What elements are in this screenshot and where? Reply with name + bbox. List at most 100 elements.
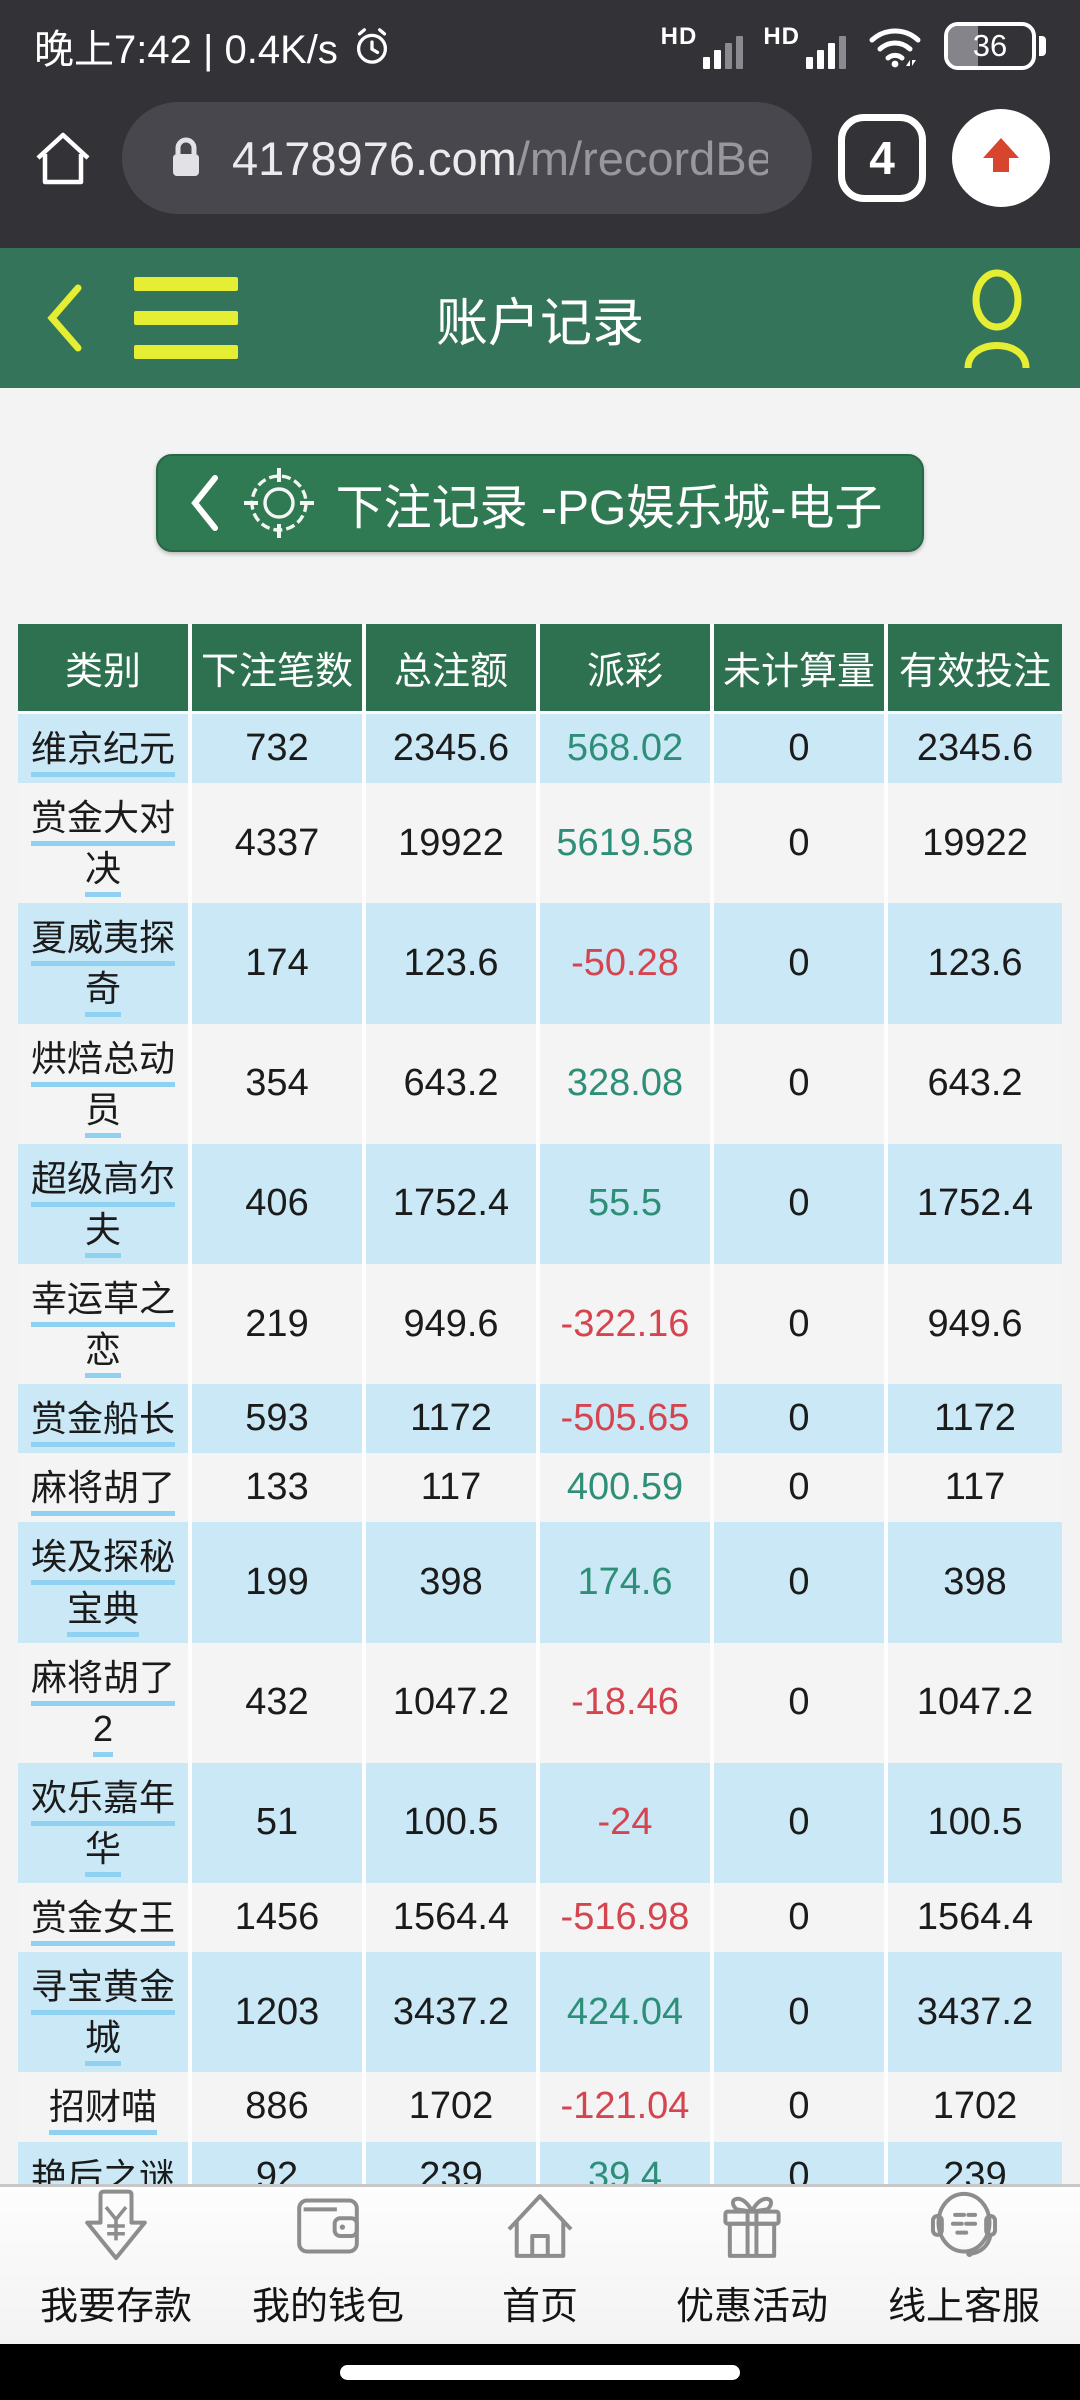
bet-count-cell: 406 (192, 1143, 366, 1264)
table-row: 赏金女王 1456 1564.4 -516.98 0 1564.4 (18, 1883, 1062, 1953)
table-row: 埃及探秘宝典 199 398 174.6 0 398 (18, 1522, 1062, 1643)
total-bet-cell: 19922 (366, 783, 540, 904)
menu-icon[interactable] (134, 277, 238, 359)
uncalculated-cell: 0 (714, 1522, 888, 1643)
home-indicator[interactable] (340, 2364, 740, 2380)
payout-cell: 174.6 (540, 1522, 714, 1643)
battery-icon: 36 (944, 22, 1046, 70)
uncalculated-cell: 0 (714, 1952, 888, 2073)
bet-count-cell: 219 (192, 1263, 366, 1385)
category-link[interactable]: 赏金女王 (18, 1883, 192, 1953)
header-valid-bet: 有效投注 (888, 624, 1062, 714)
uncalculated-cell: 0 (714, 1453, 888, 1523)
table-row: 招财喵 886 1702 -121.04 0 1702 (18, 2072, 1062, 2142)
bet-count-cell: 593 (192, 1384, 366, 1454)
valid-bet-cell: 1172 (888, 1384, 1062, 1454)
table-row: 赏金船长 593 1172 -505.65 0 1172 (18, 1384, 1062, 1454)
category-link[interactable]: 赏金船长 (18, 1384, 192, 1454)
total-bet-cell: 3437.2 (366, 1952, 540, 2073)
status-bar: 晚上7:42 | 0.4K/s HD HD (0, 0, 1080, 86)
payout-cell: 5619.58 (540, 783, 714, 904)
table-row: 维京纪元 732 2345.6 568.02 0 2345.6 (18, 714, 1062, 784)
category-link[interactable]: 夏威夷探奇 (18, 903, 192, 1024)
payout-cell: -18.46 (540, 1642, 714, 1763)
browser-home-icon[interactable] (30, 128, 96, 188)
wallet-icon (297, 2198, 359, 2254)
bet-count-cell: 199 (192, 1522, 366, 1643)
url-domain: 4178976.com (232, 131, 517, 185)
table-row: 欢乐嘉年华 51 100.5 -24 0 100.5 (18, 1762, 1062, 1884)
time-and-speed-text: 晚上7:42 | 0.4K/s (34, 28, 338, 72)
uncalculated-cell: 0 (714, 1762, 888, 1884)
header-total-bet: 总注额 (366, 624, 540, 714)
nav-item-customer-service[interactable]: 线上客服 (864, 2185, 1064, 2330)
valid-bet-cell: 2345.6 (888, 714, 1062, 784)
valid-bet-cell: 19922 (888, 783, 1062, 904)
total-bet-cell: 100.5 (366, 1762, 540, 1884)
header-category: 类别 (18, 624, 192, 714)
uncalculated-cell: 0 (714, 1384, 888, 1454)
category-link[interactable]: 招财喵 (18, 2072, 192, 2142)
category-link[interactable]: 麻将胡了 (18, 1453, 192, 1523)
category-link[interactable]: 烘焙总动员 (18, 1023, 192, 1144)
header-bet-count: 下注笔数 (192, 624, 366, 714)
url-field[interactable]: 4178976.com/m/recordBets (122, 102, 812, 214)
payout-cell: -24 (540, 1762, 714, 1884)
valid-bet-cell: 123.6 (888, 903, 1062, 1024)
upload-share-button[interactable] (952, 109, 1050, 207)
payout-cell: -50.28 (540, 903, 714, 1024)
category-link[interactable]: 寻宝黄金城 (18, 1952, 192, 2073)
category-link[interactable]: 欢乐嘉年华 (18, 1762, 192, 1884)
total-bet-cell: 117 (366, 1453, 540, 1523)
table-row: 赏金大对决 4337 19922 5619.58 0 19922 (18, 783, 1062, 904)
bet-summary-table: 类别 下注笔数 总注额 派彩 未计算量 有效投注 维京纪元 732 2345.6… (18, 624, 1062, 2366)
bet-count-cell: 1456 (192, 1883, 366, 1953)
profile-icon[interactable] (954, 266, 1040, 370)
uncalculated-cell: 0 (714, 1023, 888, 1144)
url-path: /m/recordBets (516, 131, 768, 185)
sub-header-wrap: 下注记录 -PG娱乐城-电子 (0, 454, 1080, 552)
nav-item-promotions[interactable]: 优惠活动 (652, 2185, 852, 2330)
payout-cell: -516.98 (540, 1883, 714, 1953)
uncalculated-cell: 0 (714, 1642, 888, 1763)
back-chevron-icon-small[interactable] (186, 472, 222, 534)
total-bet-cell: 123.6 (366, 903, 540, 1024)
bet-count-cell: 174 (192, 903, 366, 1024)
category-link[interactable]: 埃及探秘宝典 (18, 1522, 192, 1643)
total-bet-cell: 1172 (366, 1384, 540, 1454)
category-link[interactable]: 维京纪元 (18, 714, 192, 784)
total-bet-cell: 398 (366, 1522, 540, 1643)
bet-count-cell: 4337 (192, 783, 366, 904)
nav-item-wallet[interactable]: 我的钱包 (228, 2185, 428, 2330)
browser-url-bar: 4178976.com/m/recordBets 4 (0, 86, 1080, 248)
valid-bet-cell: 100.5 (888, 1762, 1062, 1884)
back-chevron-icon[interactable] (40, 280, 90, 356)
bet-record-header[interactable]: 下注记录 -PG娱乐城-电子 (155, 454, 925, 552)
status-right: HD HD 36 (661, 22, 1046, 70)
bet-record-title: 下注记录 -PG娱乐城-电子 (335, 482, 883, 535)
deposit-arrow-icon (85, 2189, 147, 2261)
tab-switcher-button[interactable]: 4 (838, 114, 926, 202)
table-row: 幸运草之恋 219 949.6 -322.16 0 949.6 (18, 1263, 1062, 1385)
uncalculated-cell: 0 (714, 1883, 888, 1953)
category-link[interactable]: 超级高尔夫 (18, 1143, 192, 1264)
nav-item-home[interactable]: 首页 (440, 2185, 640, 2330)
home-icon (507, 2194, 573, 2258)
total-bet-cell: 643.2 (366, 1023, 540, 1144)
bottom-area: 我要存款 我的钱包 首页 (0, 2184, 1080, 2400)
category-link[interactable]: 赏金大对决 (18, 783, 192, 904)
header-payout: 派彩 (540, 624, 714, 714)
valid-bet-cell: 117 (888, 1453, 1062, 1523)
uncalculated-cell: 0 (714, 903, 888, 1024)
valid-bet-cell: 1752.4 (888, 1143, 1062, 1264)
hd-label: HD (660, 23, 698, 50)
payout-cell: -505.65 (540, 1384, 714, 1454)
header-uncalculated: 未计算量 (714, 624, 888, 714)
nav-item-deposit[interactable]: 我要存款 (16, 2185, 216, 2330)
payout-cell: -121.04 (540, 2072, 714, 2142)
uncalculated-cell: 0 (714, 783, 888, 904)
payout-cell: 568.02 (540, 714, 714, 784)
category-link[interactable]: 幸运草之恋 (18, 1263, 192, 1385)
category-link[interactable]: 麻将胡了2 (18, 1642, 192, 1763)
